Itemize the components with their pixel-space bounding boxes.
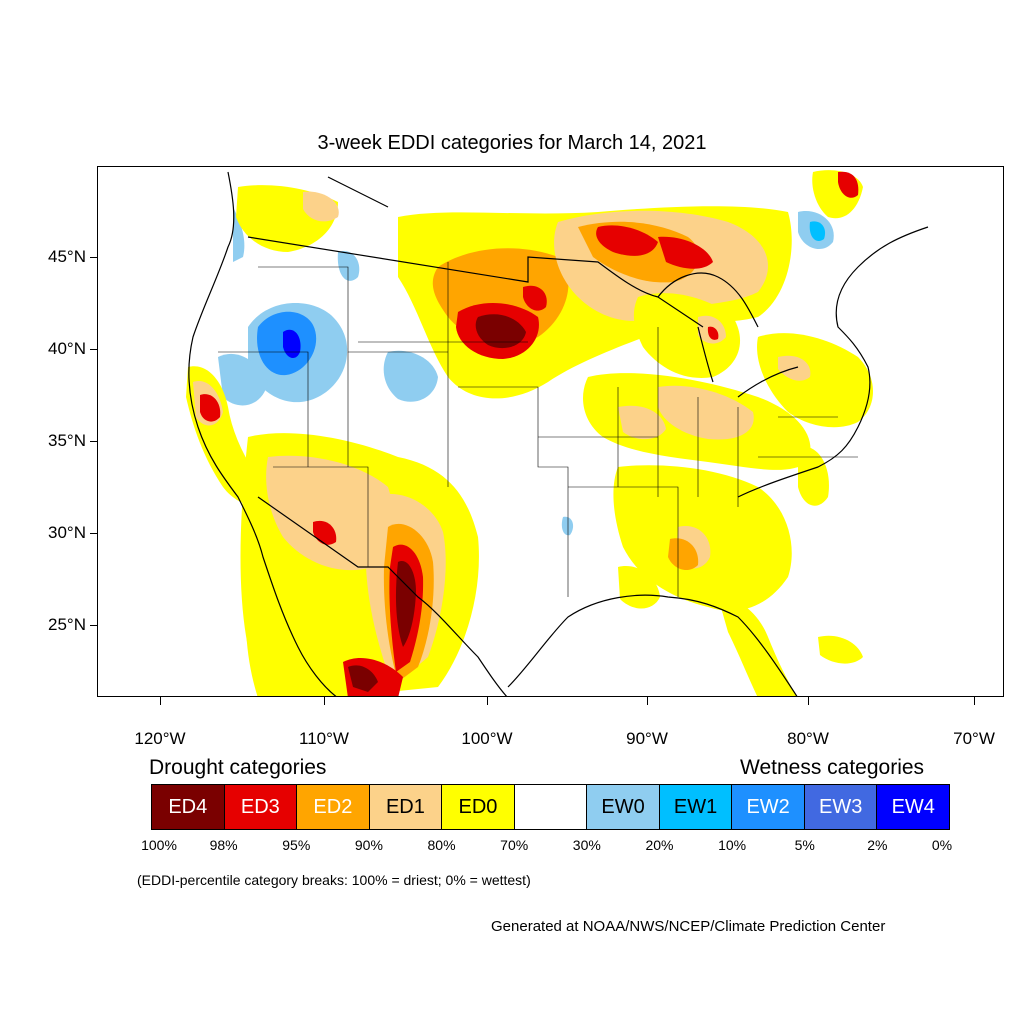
percentile-label: 0% xyxy=(931,837,953,853)
percentile-label: 2% xyxy=(867,837,888,853)
lat-tick-35: 35°N xyxy=(48,431,86,450)
lon-tick-mark xyxy=(160,697,161,705)
percentile-label: 30% xyxy=(572,837,601,853)
lon-tick-110w: 110°W xyxy=(299,729,349,748)
lat-tick-mark xyxy=(90,441,97,442)
wetness-heading: Wetness categories xyxy=(740,756,925,779)
credit-line: Generated at NOAA/NWS/NCEP/Climate Predi… xyxy=(491,918,886,935)
percentile-label: 98% xyxy=(209,837,238,853)
legend-cell-ed4: ED4 xyxy=(152,785,225,829)
lat-tick-mark xyxy=(90,349,97,350)
lat-tick-45: 45°N xyxy=(48,247,86,266)
lat-tick-mark xyxy=(90,533,97,534)
state-lines xyxy=(218,262,858,597)
wetness-patches xyxy=(218,207,834,536)
percentile-label: 95% xyxy=(282,837,311,853)
eddi-map xyxy=(186,170,929,696)
legend-cell-ew4: EW4 xyxy=(877,785,950,829)
percentile-label: 100% xyxy=(141,837,177,853)
legend-cell-ed1: ED1 xyxy=(369,785,443,829)
legend-cell-ed3: ED3 xyxy=(224,785,298,829)
drought-heading: Drought categories xyxy=(149,756,327,779)
lon-tick-mark xyxy=(808,697,809,705)
lat-tick-40: 40°N xyxy=(48,339,86,358)
legend-cell-ew1: EW1 xyxy=(659,785,733,829)
percentile-label: 5% xyxy=(794,837,815,853)
lat-tick-30: 30°N xyxy=(48,523,86,542)
lon-tick-120w: 120°W xyxy=(134,729,186,748)
lat-tick-mark xyxy=(90,625,97,626)
percentile-label: 90% xyxy=(354,837,383,853)
lon-tick-mark xyxy=(647,697,648,705)
map-panel xyxy=(97,166,1004,697)
lon-tick-mark xyxy=(974,697,975,705)
percentile-label: 20% xyxy=(645,837,674,853)
map-boundaries xyxy=(188,171,929,696)
lat-tick-mark xyxy=(90,257,97,258)
category-note: (EDDI-percentile category breaks: 100% =… xyxy=(137,872,531,888)
legend-cell-ew3: EW3 xyxy=(804,785,878,829)
legend-cell-ew0: EW0 xyxy=(587,785,660,829)
lon-tick-70w: 70°W xyxy=(953,729,995,748)
lon-tick-mark xyxy=(487,697,488,705)
legend-cell-neutral xyxy=(514,785,588,829)
percentile-label: 80% xyxy=(427,837,456,853)
legend-cell-ew2: EW2 xyxy=(732,785,805,829)
legend-colorbar: ED4 ED3 ED2 ED1 ED0 EW0 EW1 EW2 EW3 EW4 xyxy=(151,784,950,830)
legend-cell-ed2: ED2 xyxy=(297,785,370,829)
percentile-label: 10% xyxy=(718,837,747,853)
legend-cell-ed0: ED0 xyxy=(442,785,515,829)
map-title: 3-week EDDI categories for March 14, 202… xyxy=(317,132,707,154)
lat-tick-25: 25°N xyxy=(48,615,86,634)
lon-tick-100w: 100°W xyxy=(461,729,513,748)
drought-patches xyxy=(186,170,873,696)
lon-tick-90w: 90°W xyxy=(626,729,668,748)
percentile-label: 70% xyxy=(500,837,529,853)
lon-tick-80w: 80°W xyxy=(787,729,829,748)
lon-tick-mark xyxy=(324,697,325,705)
